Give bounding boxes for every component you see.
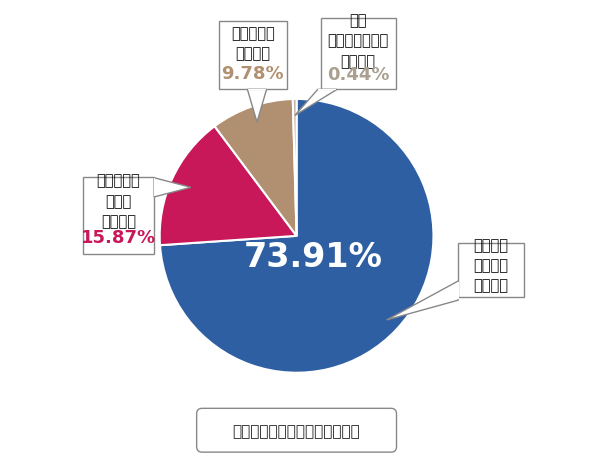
FancyBboxPatch shape [197, 409, 397, 452]
Text: 15.87%: 15.87% [81, 229, 156, 246]
Polygon shape [457, 282, 459, 300]
Wedge shape [215, 100, 296, 236]
Text: 73.91%: 73.91% [244, 241, 382, 273]
Wedge shape [160, 127, 296, 246]
Polygon shape [386, 281, 458, 320]
Text: 9.78%: 9.78% [221, 65, 284, 83]
Polygon shape [247, 90, 266, 123]
Polygon shape [248, 90, 266, 91]
Text: 利用して
たいへん
良かった: 利用して たいへん 良かった [473, 237, 508, 293]
Text: 利用しない方が良かった　０件: 利用しない方が良かった ０件 [233, 423, 361, 438]
Polygon shape [154, 179, 155, 197]
Text: 特に
利用しなくても
良かった: 特に 利用しなくても 良かった [328, 13, 389, 69]
Wedge shape [293, 100, 296, 236]
Text: どちらとも
いえない: どちらとも いえない [231, 26, 275, 62]
Text: 0.44%: 0.44% [327, 66, 389, 84]
FancyBboxPatch shape [320, 19, 396, 90]
Text: 利用しない
よりは
良かった: 利用しない よりは 良かった [97, 173, 140, 229]
FancyBboxPatch shape [218, 22, 287, 90]
Polygon shape [295, 90, 337, 116]
FancyBboxPatch shape [83, 178, 154, 254]
FancyBboxPatch shape [458, 243, 524, 298]
Polygon shape [319, 90, 336, 91]
Wedge shape [160, 100, 433, 373]
Polygon shape [154, 179, 191, 197]
